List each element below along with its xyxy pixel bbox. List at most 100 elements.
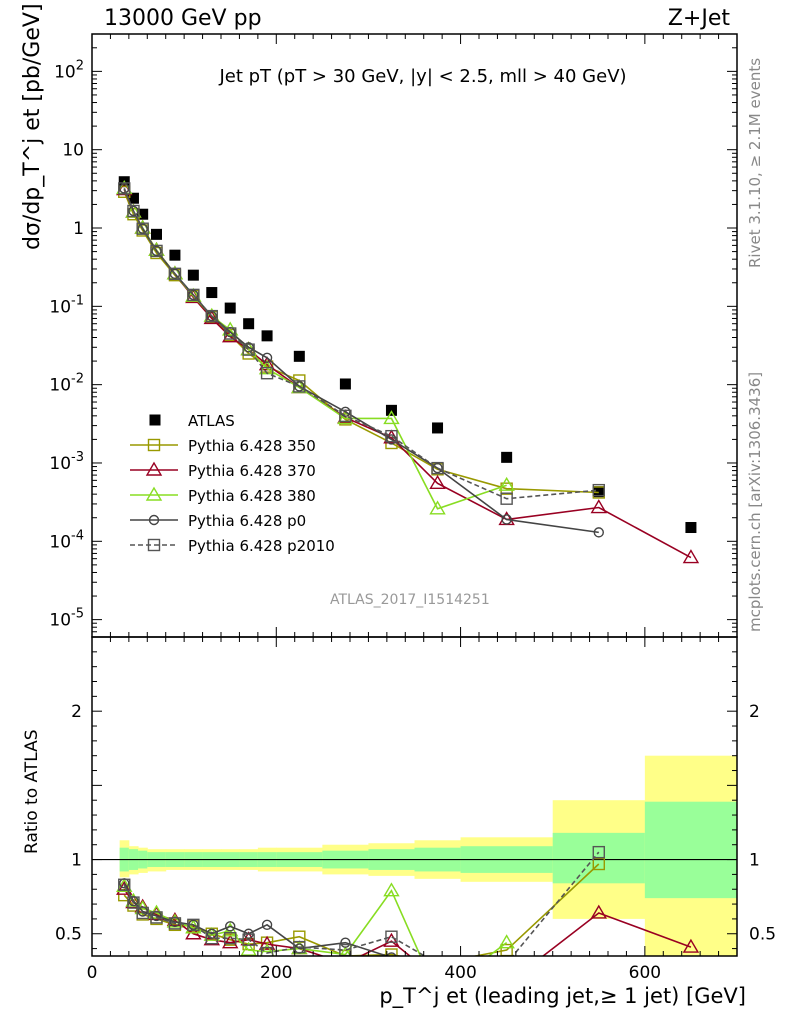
- ratio-bands: [119, 755, 737, 956]
- data-point-pythia-6-428-370: [258, 356, 276, 371]
- header-right: Z+Jet: [667, 6, 730, 31]
- data-point-pythia-6-428-370: [590, 499, 608, 514]
- x-axis-label: p_T^j et (leading jet,≥ 1 jet) [GeV]: [379, 984, 746, 1008]
- data-point-pythia-6-428-380: [498, 476, 515, 491]
- data-point-pythia-6-428-p2010: [293, 380, 306, 393]
- data-point-pythia-6-428-p2010: [592, 845, 605, 859]
- data-point-pythia-6-428-370: [344, 955, 346, 956]
- data-point-pythia-6-428-p2010: [205, 931, 218, 945]
- data-point-pythia-6-428-p0: [128, 205, 139, 217]
- uncertainty-band-green: [644, 801, 737, 899]
- ratio-y-tick-label: 2: [71, 702, 82, 722]
- data-point-pythia-6-428-p0: [137, 223, 148, 234]
- data-point-pythia-6-428-350: [339, 949, 352, 956]
- data-point-atlas: [243, 318, 255, 330]
- data-point-pythia-6-428-p2010: [260, 946, 274, 956]
- legend-marker-atlas: [149, 414, 161, 426]
- data-point-pythia-6-428-p2010: [592, 483, 605, 497]
- data-point-pythia-6-428-350: [592, 857, 605, 871]
- data-point-pythia-6-428-p2010: [187, 918, 200, 932]
- data-point-pythia-6-428-p2010: [205, 309, 218, 323]
- x-tick-label: 200: [260, 963, 292, 983]
- data-point-pythia-6-428-370: [682, 549, 700, 564]
- legend-label-atlas: ATLAS: [188, 412, 235, 430]
- legend-marker-pythia-6-428-p2010: [147, 538, 161, 552]
- legend-marker-pythia-6-428-350: [147, 438, 161, 452]
- y-tick-label: 10: [62, 141, 84, 161]
- data-point-pythia-6-428-p2010: [127, 896, 140, 909]
- data-point-pythia-6-428-p2010: [500, 492, 513, 505]
- legend: ATLAS Pythia 6.428 350 Pythia 6.428 370 Pyt…: [130, 412, 335, 555]
- data-point-pythia-6-428-380: [185, 287, 202, 302]
- y-tick-label: 10-4: [49, 528, 84, 552]
- data-point-atlas: [206, 287, 218, 299]
- data-point-pythia-6-428-370: [429, 474, 446, 490]
- data-point-pythia-6-428-370: [221, 934, 239, 949]
- data-point-pythia-6-428-p2010: [431, 461, 444, 475]
- data-point-pythia-6-428-p0: [386, 952, 397, 956]
- ratio-y-tick-label: 1: [71, 851, 82, 871]
- data-point-atlas: [501, 451, 513, 463]
- ratio-y-tick-label-right: 1: [749, 851, 760, 871]
- data-point-atlas: [151, 228, 162, 240]
- series-line-pythia-6-428-350: [123, 191, 599, 494]
- y-tick-label: 10-3: [49, 450, 84, 474]
- data-point-pythia-6-428-380: [240, 941, 257, 956]
- ratio-series-group: [116, 845, 700, 971]
- data-point-atlas: [293, 350, 305, 362]
- data-point-pythia-6-428-370: [383, 932, 400, 947]
- x-tick-label: 400: [444, 963, 476, 983]
- y-tick-label: 102: [54, 58, 84, 82]
- data-point-pythia-6-428-370: [590, 904, 608, 919]
- legend-label-pythia-6-428-380: Pythia 6.428 380: [188, 487, 316, 505]
- data-point-atlas: [685, 522, 697, 534]
- data-point-pythia-6-428-p2010: [242, 933, 255, 946]
- data-point-pythia-6-428-370: [682, 938, 700, 953]
- data-point-pythia-6-428-p2010: [260, 367, 274, 380]
- series-line-pythia-6-428-p0: [123, 882, 390, 956]
- rivet-label: Rivet 3.1.10, ≥ 2.1M events: [746, 57, 764, 268]
- legend-marker-pythia-6-428-p0: [148, 514, 160, 526]
- data-point-pythia-6-428-p0: [593, 527, 604, 538]
- data-point-pythia-6-428-p2010: [501, 958, 512, 969]
- data-point-pythia-6-428-p2010: [127, 204, 140, 218]
- main-series-group: [116, 176, 700, 564]
- data-point-pythia-6-428-p2010: [339, 409, 352, 423]
- data-point-pythia-6-428-380: [429, 500, 446, 515]
- data-point-atlas: [169, 249, 181, 261]
- legend-marker-pythia-6-428-380: [145, 486, 163, 501]
- data-point-pythia-6-428-p0: [340, 937, 351, 948]
- data-point-pythia-6-428-p0: [432, 462, 443, 474]
- data-point-pythia-6-428-370: [116, 880, 133, 895]
- data-point-pythia-6-428-380: [203, 926, 221, 941]
- data-point-pythia-6-428-p2010: [136, 906, 149, 920]
- x-tick-label: 600: [629, 963, 661, 983]
- y-tick-label: 10-2: [49, 372, 84, 396]
- header-left: 13000 GeV pp: [104, 6, 262, 31]
- y-tick-label: 10-5: [49, 607, 84, 631]
- data-point-pythia-6-428-p2010: [242, 343, 255, 356]
- data-point-pythia-6-428-p2010: [150, 244, 163, 258]
- data-point-pythia-6-428-p2010: [385, 930, 398, 943]
- data-point-pythia-6-428-p0: [340, 406, 351, 418]
- y-tick-label: 10-1: [49, 293, 84, 317]
- data-point-pythia-6-428-p2010: [385, 429, 398, 443]
- data-point-pythia-6-428-p2010: [150, 911, 163, 924]
- data-point-pythia-6-428-p0: [386, 434, 397, 445]
- data-point-atlas: [137, 208, 149, 220]
- mcplots-label: mcplots.cern.ch [arXiv:1306.3436]: [746, 371, 764, 632]
- data-point-atlas: [339, 378, 351, 390]
- data-point-pythia-6-428-380: [383, 882, 400, 897]
- data-point-pythia-6-428-p0: [206, 310, 217, 322]
- series-line-pythia-6-428-p2010: [123, 188, 599, 500]
- data-point-pythia-6-428-370: [203, 310, 221, 325]
- series-line-pythia-6-428-p0: [123, 188, 599, 534]
- data-point-atlas: [187, 269, 199, 281]
- data-point-pythia-6-428-p0: [433, 962, 442, 971]
- data-point-pythia-6-428-p0: [261, 352, 273, 364]
- ratio-y-tick-label-right: 0.5: [749, 925, 776, 945]
- data-point-pythia-6-428-p0: [151, 245, 162, 257]
- x-tick-label: 0: [87, 963, 98, 983]
- data-point-pythia-6-428-380: [498, 934, 515, 949]
